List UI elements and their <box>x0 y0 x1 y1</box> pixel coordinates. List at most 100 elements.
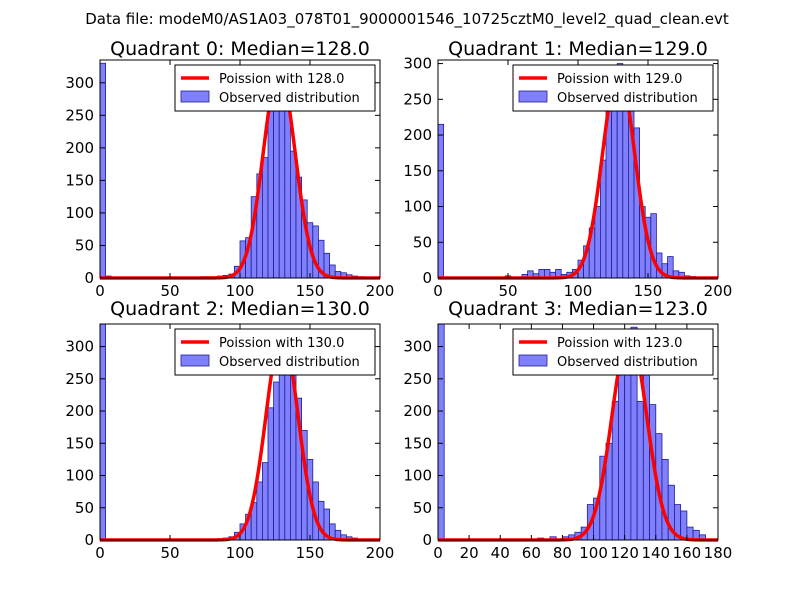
x-tick-label: 60 <box>522 544 541 562</box>
histogram-bar <box>256 481 263 541</box>
histogram-bar <box>261 462 269 541</box>
histogram-bars <box>99 323 358 541</box>
legend-label-observed: Observed distribution <box>219 91 360 106</box>
histogram-bar <box>605 109 612 279</box>
y-tick-labels: 0 50 100 150 200 250 300 <box>403 55 432 287</box>
y-tick-label: 150 <box>65 171 94 189</box>
x-tick-label: 0 <box>433 282 443 300</box>
x-tick-label: 20 <box>460 544 479 562</box>
panel-title: Quadrant 0: Median=128.0 <box>110 38 370 60</box>
legend: Poission with 129.0 Observed distributio… <box>512 64 714 112</box>
legend-label-observed: Observed distribution <box>219 355 360 370</box>
y-tick-label: 50 <box>413 499 432 517</box>
y-tick-label: 250 <box>403 90 432 108</box>
histogram-bar <box>650 213 657 279</box>
legend-patch-sample <box>518 90 548 103</box>
legend-label-observed: Observed distribution <box>557 355 698 370</box>
x-tick-label: 200 <box>366 282 395 300</box>
legend-label-observed: Observed distribution <box>557 91 698 106</box>
x-tick-label: 100 <box>564 282 593 300</box>
y-tick-labels: 0 50 100 150 200 250 300 <box>403 338 432 549</box>
histogram-bar <box>600 159 607 279</box>
histogram-bar <box>312 225 319 279</box>
axis-ticks <box>437 60 719 279</box>
y-tick-label: 200 <box>65 139 94 157</box>
histogram-bar <box>661 458 669 541</box>
histogram-bar <box>636 400 644 541</box>
x-tick-label: 150 <box>296 544 325 562</box>
x-tick-label: 80 <box>553 544 572 562</box>
x-tick-label: 120 <box>610 544 639 562</box>
legend-label-poisson: Poission with 128.0 <box>219 72 344 87</box>
y-tick-label: 250 <box>403 370 432 388</box>
legend-patch-sample <box>180 354 210 367</box>
y-tick-label: 100 <box>403 467 432 485</box>
x-tick-labels: 0 50 100 150 200 <box>95 544 394 562</box>
x-tick-label: 140 <box>641 544 670 562</box>
histogram-bar <box>680 510 688 541</box>
histogram-bar <box>278 365 286 541</box>
legend: Poission with 128.0 Observed distributio… <box>174 64 376 112</box>
histogram-bar <box>273 381 280 541</box>
y-tick-label: 0 <box>422 269 432 287</box>
histogram-bars <box>437 63 696 279</box>
legend-box <box>512 64 714 112</box>
axes-frame <box>437 323 719 541</box>
histogram-bar <box>611 400 619 541</box>
y-tick-label: 250 <box>65 370 94 388</box>
y-tick-label: 150 <box>403 434 432 452</box>
legend-box <box>512 328 714 376</box>
y-tick-label: 300 <box>65 74 94 92</box>
histogram-bars <box>437 323 706 541</box>
axis-ticks <box>437 324 719 541</box>
legend: Poission with 123.0 Observed distributio… <box>512 328 714 376</box>
y-tick-label: 200 <box>65 402 94 420</box>
y-tick-label: 300 <box>65 338 94 356</box>
x-tick-label: 0 <box>433 544 443 562</box>
x-tick-label: 150 <box>296 282 325 300</box>
legend-label-poisson: Poission with 129.0 <box>557 72 682 87</box>
x-tick-labels: 0 50 100 150 200 <box>433 282 732 300</box>
x-tick-label: 40 <box>491 544 510 562</box>
axis-ticks <box>99 60 381 279</box>
y-tick-label: 50 <box>75 236 94 254</box>
legend-box <box>174 328 376 376</box>
y-tick-label: 300 <box>403 338 432 356</box>
x-tick-label: 100 <box>226 282 255 300</box>
y-tick-label: 100 <box>65 204 94 222</box>
legend-label-poisson: Poission with 123.0 <box>557 336 682 351</box>
y-tick-label: 150 <box>403 162 432 180</box>
x-tick-label: 160 <box>673 544 702 562</box>
x-tick-labels: 0 50 100 150 200 <box>95 282 394 300</box>
x-tick-label: 100 <box>579 544 608 562</box>
y-tick-label: 50 <box>413 233 432 251</box>
histogram-bar <box>622 95 629 279</box>
y-tick-label: 100 <box>65 467 94 485</box>
histogram-bar <box>618 368 626 541</box>
y-tick-label: 0 <box>84 269 94 287</box>
axis-ticks <box>99 324 381 541</box>
histogram-bar <box>289 150 297 279</box>
histogram-bar <box>624 368 632 541</box>
y-tick-label: 0 <box>422 531 432 549</box>
histogram-bar <box>594 206 601 279</box>
legend-box <box>174 64 376 112</box>
x-tick-label: 200 <box>366 544 395 562</box>
legend: Poission with 130.0 Observed distributio… <box>174 328 376 376</box>
legend-label-poisson: Poission with 130.0 <box>219 336 344 351</box>
histogram-bar <box>267 407 274 541</box>
figure-suptitle: Data file: modeM0/AS1A03_078T01_90000015… <box>85 10 729 29</box>
y-tick-label: 200 <box>403 126 432 144</box>
x-tick-label: 50 <box>498 282 517 300</box>
y-tick-label: 200 <box>403 402 432 420</box>
x-tick-label: 200 <box>704 282 733 300</box>
y-tick-label: 150 <box>65 434 94 452</box>
panel-title: Quadrant 1: Median=129.0 <box>448 38 708 60</box>
histogram-bar <box>273 92 280 279</box>
histogram-bar <box>261 157 269 279</box>
x-tick-label: 50 <box>160 544 179 562</box>
panel-quadrant-3: Quadrant 3: Median=123.0 0 20 40 60 80 100 120… <box>403 298 732 562</box>
y-tick-label: 250 <box>65 106 94 124</box>
panel-quadrant-2: Quadrant 2: Median=130.0 0 50 100 150 200 0 5… <box>65 298 394 562</box>
